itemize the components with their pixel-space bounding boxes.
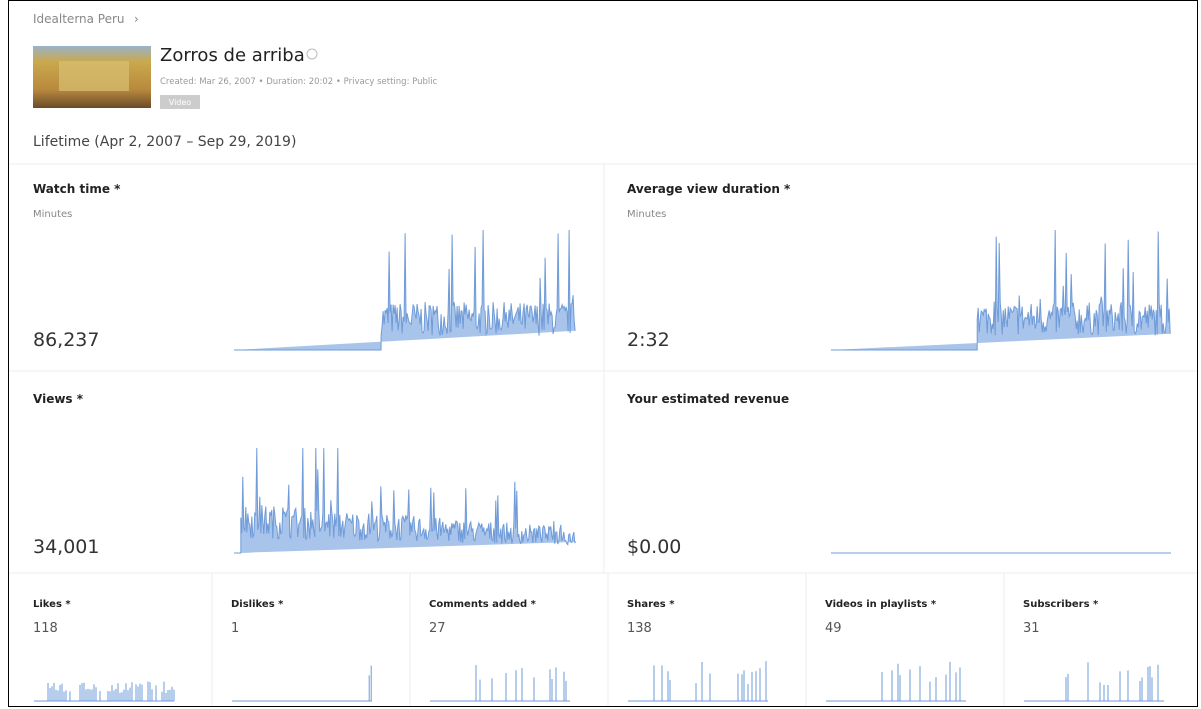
small-metric-value: 1 <box>231 621 239 636</box>
metric-value: $0.00 <box>627 536 681 558</box>
breadcrumb[interactable]: Idealterna Peru <box>33 12 125 26</box>
metric-label: Watch time * <box>33 182 121 196</box>
small-metric-label: Subscribers * <box>1023 599 1099 610</box>
breadcrumb-chevron: › <box>134 12 139 26</box>
small-metric-value: 31 <box>1023 621 1040 636</box>
badge <box>160 95 200 109</box>
canvas: Idealterna Peru › Zorros de arriba Creat… <box>9 12 1197 706</box>
video-meta: Created: Mar 26, 2007 • Duration: 20:02 … <box>160 77 438 87</box>
period: Lifetime (Apr 2, 2007 – Sep 29, 2019) <box>33 134 296 150</box>
small-metric-label: Likes * <box>33 599 71 610</box>
small-metric-value: 118 <box>33 621 58 636</box>
thumbnail-detail <box>59 61 129 91</box>
video-title: Zorros de arriba <box>160 45 305 66</box>
small-metric-label: Dislikes * <box>231 599 284 610</box>
small-metric-label: Shares * <box>627 599 675 610</box>
small-metric-label: Comments added * <box>429 599 537 610</box>
metric-label: Views * <box>33 392 84 406</box>
small-metric-label: Videos in playlists * <box>825 599 937 610</box>
sparkline <box>831 229 1171 351</box>
small-metric-value: 49 <box>825 621 842 636</box>
metric-label: Average view duration * <box>627 182 791 196</box>
metric-label: Your estimated revenue <box>626 392 789 406</box>
metric-unit: Minutes <box>627 209 666 220</box>
metric-value: 34,001 <box>33 536 99 558</box>
sparkline <box>234 229 576 351</box>
metric-value: 2:32 <box>627 329 670 351</box>
small-metric-value: 138 <box>627 621 652 636</box>
duration: Duration: 20:02 <box>266 77 333 87</box>
badge-text: Video <box>169 98 192 107</box>
small-metric-value: 27 <box>429 621 446 636</box>
metric-unit: Minutes <box>33 209 72 220</box>
created: Created: Mar 26, 2007 <box>160 77 256 87</box>
separator: • <box>333 77 343 87</box>
privacy: Privacy setting: Public <box>344 77 438 87</box>
metric-value: 86,237 <box>33 329 99 351</box>
analytics-page: Idealterna Peru › Zorros de arriba Creat… <box>8 0 1198 707</box>
separator: • <box>256 77 266 87</box>
external-link-icon[interactable] <box>306 48 318 60</box>
sparkline <box>234 447 577 554</box>
